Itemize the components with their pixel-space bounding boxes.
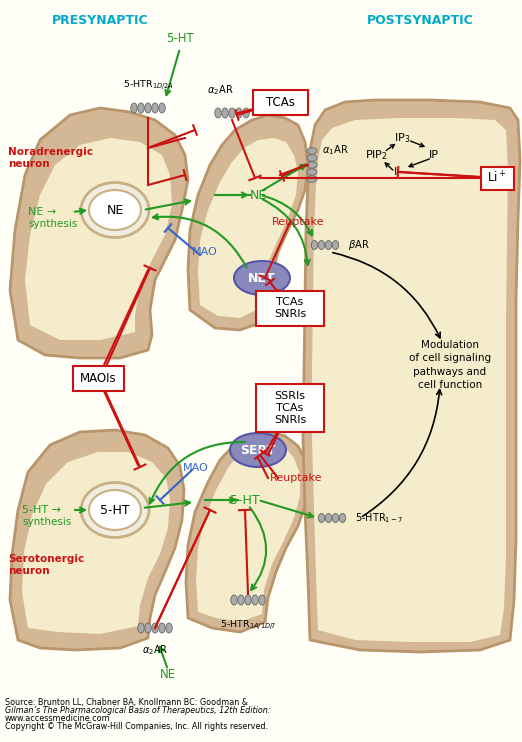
Text: TCAs
SNRIs: TCAs SNRIs: [274, 297, 306, 319]
Text: SERT: SERT: [240, 444, 276, 456]
Ellipse shape: [145, 103, 151, 113]
FancyBboxPatch shape: [256, 291, 324, 326]
Text: MAO: MAO: [192, 247, 218, 257]
FancyBboxPatch shape: [256, 384, 324, 432]
Ellipse shape: [238, 595, 244, 605]
Ellipse shape: [81, 183, 149, 237]
PathPatch shape: [10, 108, 188, 358]
Text: NE: NE: [106, 203, 124, 217]
Text: 5-HT: 5-HT: [166, 31, 194, 45]
Text: Serotonergic
neuron: Serotonergic neuron: [8, 554, 84, 577]
Ellipse shape: [159, 103, 165, 113]
Text: Noradrenergic
neuron: Noradrenergic neuron: [8, 147, 93, 169]
PathPatch shape: [25, 138, 172, 340]
Text: NET: NET: [248, 272, 276, 284]
Ellipse shape: [229, 108, 235, 118]
Ellipse shape: [243, 108, 249, 118]
Ellipse shape: [252, 595, 258, 605]
Text: Source: Brunton LL, Chabner BA, Knollmann BC: Goodman &: Source: Brunton LL, Chabner BA, Knollman…: [5, 698, 248, 707]
PathPatch shape: [303, 100, 520, 652]
Ellipse shape: [318, 513, 325, 522]
Text: NE: NE: [250, 188, 267, 202]
Ellipse shape: [307, 162, 317, 168]
PathPatch shape: [198, 138, 298, 318]
Ellipse shape: [333, 513, 339, 522]
Text: Copyright © The McGraw-Hill Companies, Inc. All rights reserved.: Copyright © The McGraw-Hill Companies, I…: [5, 722, 268, 731]
Text: IP$_3$: IP$_3$: [394, 131, 410, 145]
Text: Li$^+$: Li$^+$: [487, 171, 507, 186]
Text: www.accessmedicine.com: www.accessmedicine.com: [5, 714, 111, 723]
PathPatch shape: [196, 442, 300, 622]
Ellipse shape: [152, 623, 158, 633]
Text: PIP$_2$: PIP$_2$: [364, 148, 387, 162]
Ellipse shape: [166, 623, 172, 633]
Ellipse shape: [152, 103, 158, 113]
PathPatch shape: [188, 115, 308, 330]
Text: I: I: [394, 167, 397, 177]
Text: Gilman’s The Pharmacological Basis of Therapeutics, 12th Edition:: Gilman’s The Pharmacological Basis of Th…: [5, 706, 270, 715]
Ellipse shape: [89, 190, 141, 230]
Ellipse shape: [236, 108, 242, 118]
Ellipse shape: [138, 623, 144, 633]
Ellipse shape: [325, 240, 331, 249]
PathPatch shape: [186, 432, 308, 632]
PathPatch shape: [22, 452, 170, 634]
Ellipse shape: [318, 240, 325, 249]
Ellipse shape: [231, 595, 237, 605]
Text: 5-HT: 5-HT: [100, 504, 130, 516]
Text: POSTSYNAPTIC: POSTSYNAPTIC: [366, 14, 473, 27]
Text: MAO: MAO: [183, 463, 209, 473]
Text: NE: NE: [160, 669, 176, 681]
Ellipse shape: [138, 103, 144, 113]
FancyBboxPatch shape: [253, 90, 307, 114]
Text: Reuptake: Reuptake: [272, 217, 325, 227]
Text: PRESYNAPTIC: PRESYNAPTIC: [52, 14, 148, 27]
Ellipse shape: [307, 155, 317, 161]
Text: NE →: NE →: [28, 207, 56, 217]
PathPatch shape: [312, 118, 508, 642]
Text: Reuptake: Reuptake: [270, 473, 323, 483]
Ellipse shape: [333, 240, 339, 249]
Text: 5-HTR$_{1D/2A}$: 5-HTR$_{1D/2A}$: [123, 78, 173, 92]
Ellipse shape: [259, 595, 265, 605]
Text: MAOIs: MAOIs: [80, 372, 116, 384]
Ellipse shape: [325, 513, 331, 522]
PathPatch shape: [10, 430, 184, 650]
Text: IP: IP: [429, 150, 439, 160]
Ellipse shape: [215, 108, 221, 118]
Ellipse shape: [230, 433, 286, 467]
Ellipse shape: [245, 595, 251, 605]
Ellipse shape: [307, 168, 317, 175]
Text: synthesis: synthesis: [28, 219, 77, 229]
Text: Modulation
of cell signaling
pathways and
cell function: Modulation of cell signaling pathways an…: [409, 340, 491, 390]
Ellipse shape: [81, 482, 149, 537]
Text: 5-HTR$_{1-7}$: 5-HTR$_{1-7}$: [355, 511, 404, 525]
Text: SSRIs
TCAs
SNRIs: SSRIs TCAs SNRIs: [274, 390, 306, 425]
Ellipse shape: [131, 103, 137, 113]
FancyBboxPatch shape: [73, 366, 124, 390]
Text: $\alpha_2$AR: $\alpha_2$AR: [207, 83, 233, 97]
Ellipse shape: [159, 623, 165, 633]
Ellipse shape: [234, 261, 290, 295]
Text: $\beta$AR: $\beta$AR: [348, 238, 370, 252]
Text: 5-HT →: 5-HT →: [22, 505, 61, 515]
FancyBboxPatch shape: [480, 166, 514, 189]
Ellipse shape: [307, 176, 317, 183]
Text: synthesis: synthesis: [22, 517, 72, 527]
Text: 5-HTR$_{1A/1D/7}$: 5-HTR$_{1A/1D/7}$: [220, 618, 276, 631]
Ellipse shape: [339, 513, 346, 522]
Ellipse shape: [145, 623, 151, 633]
Text: $\alpha_1$AR: $\alpha_1$AR: [322, 143, 349, 157]
Text: TCAs: TCAs: [266, 96, 294, 108]
Ellipse shape: [222, 108, 228, 118]
Ellipse shape: [311, 240, 318, 249]
Ellipse shape: [307, 148, 317, 154]
Text: 5-HT: 5-HT: [230, 493, 260, 507]
Text: $\alpha_2$AR: $\alpha_2$AR: [142, 643, 168, 657]
Ellipse shape: [89, 490, 141, 530]
